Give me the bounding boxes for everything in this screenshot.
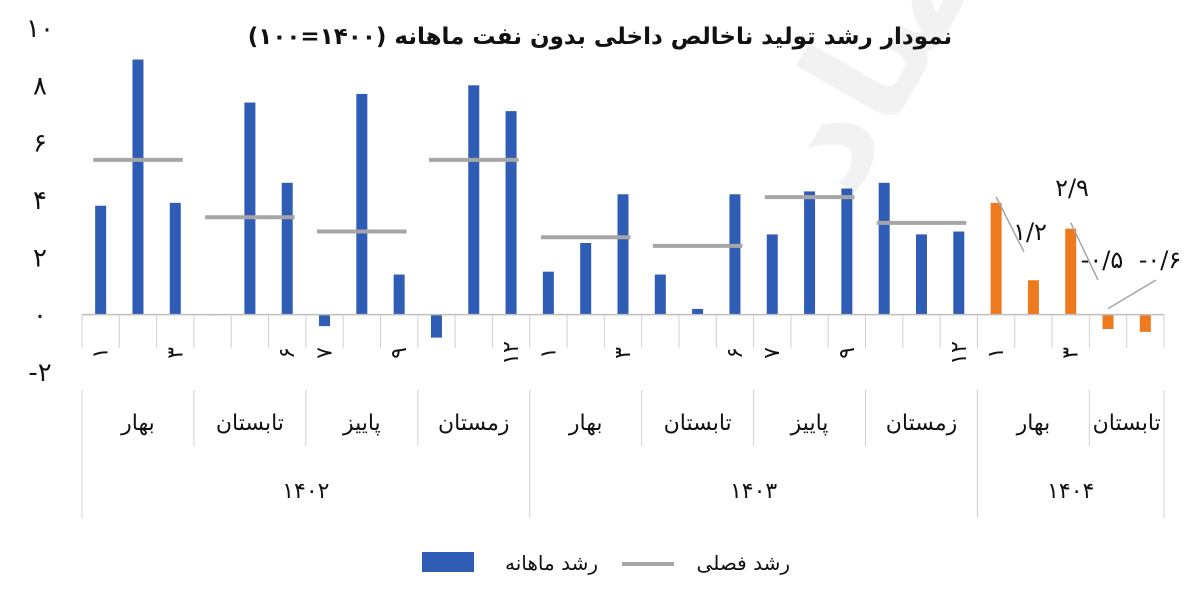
data-label-leader <box>1107 279 1157 310</box>
month-label: ۱ <box>984 347 1009 359</box>
month-label: ۶ <box>723 347 748 359</box>
bar <box>654 274 666 315</box>
bar <box>244 102 256 315</box>
bar <box>132 59 144 315</box>
y-tick-label: ۸ <box>33 71 47 101</box>
y-tick-label: ۱۰ <box>26 14 54 44</box>
bar <box>841 188 853 315</box>
bar <box>430 314 442 338</box>
bar <box>1065 228 1077 315</box>
bar <box>505 111 517 315</box>
legend: رشد ماهانه رشد فصلی <box>422 551 790 575</box>
y-tick-label: ۶ <box>33 129 47 159</box>
data-label: ۲/۹ <box>1055 174 1089 202</box>
season-label: تابستان <box>1093 411 1161 436</box>
bar <box>990 202 1002 315</box>
bar <box>692 308 704 315</box>
bar <box>468 85 480 315</box>
data-labels: ۱/۲۲/۹-۰/۵ -۰/۶ <box>995 174 1182 310</box>
bar <box>1027 280 1039 315</box>
bar <box>356 93 368 315</box>
season-label: بهار <box>1016 411 1051 436</box>
bar <box>617 194 629 315</box>
bar <box>729 194 741 315</box>
data-label-leader <box>1070 222 1099 281</box>
month-label: ۶ <box>275 347 300 359</box>
bar <box>1102 314 1114 329</box>
season-label: تابستان <box>664 411 732 436</box>
year-label: ۱۴۰۴ <box>1047 479 1094 504</box>
bar <box>804 191 816 315</box>
y-tick-label: ۰ <box>33 301 47 331</box>
season-label: تابستان <box>216 411 284 436</box>
bar <box>319 314 331 327</box>
bar <box>580 243 592 315</box>
bar <box>542 271 554 315</box>
bar <box>1139 314 1151 332</box>
month-label: ۳ <box>611 347 636 359</box>
season-label: بهار <box>568 411 603 436</box>
season-label: بهار <box>120 411 155 436</box>
month-label: ۱۲ <box>947 341 972 365</box>
season-label: زمستان <box>886 411 958 436</box>
bar <box>878 182 890 315</box>
bar <box>169 202 181 315</box>
bar <box>281 182 293 315</box>
legend-label-monthly: رشد ماهانه <box>505 551 598 575</box>
month-label: ۱ <box>89 347 114 359</box>
month-label: ۷ <box>760 347 785 359</box>
data-label: -۰/۵ <box>1081 246 1124 274</box>
y-axis: ۱۰ ۸ ۶ ۴ ۲ ۰ -۲ <box>26 14 54 388</box>
bar <box>95 205 107 315</box>
legend-swatch-monthly <box>422 552 474 572</box>
month-label: ۳ <box>163 347 188 359</box>
month-label: ۳ <box>1059 347 1084 359</box>
bar <box>915 234 927 315</box>
bar <box>953 231 965 315</box>
legend-label-seasonal: رشد فصلی <box>697 551 790 575</box>
y-tick-label: ۲ <box>33 243 47 273</box>
year-label: ۱۴۰۳ <box>730 479 777 504</box>
y-tick-label: ۴ <box>33 186 47 216</box>
data-label-leader <box>995 196 1025 253</box>
y-tick-label: -۲ <box>28 358 51 388</box>
data-label: -۰/۶ <box>1139 246 1182 274</box>
year-label: ۱۴۰۲ <box>282 479 329 504</box>
month-label: ۷ <box>313 347 338 359</box>
seasonal-lines <box>93 157 967 248</box>
bar <box>393 274 405 315</box>
season-label: پاییز <box>790 411 829 436</box>
season-label: پاییز <box>342 411 381 436</box>
bar <box>766 234 778 315</box>
chart-title: نمودار رشد تولید ناخالص داخلی بدون نفت م… <box>248 24 952 50</box>
month-label: ۱ <box>536 347 561 359</box>
month-label: ۹ <box>387 347 412 359</box>
month-label: ۹ <box>835 347 860 359</box>
month-label: ۱۲ <box>499 341 524 365</box>
bars <box>95 59 1151 338</box>
season-label: زمستان <box>438 411 510 436</box>
